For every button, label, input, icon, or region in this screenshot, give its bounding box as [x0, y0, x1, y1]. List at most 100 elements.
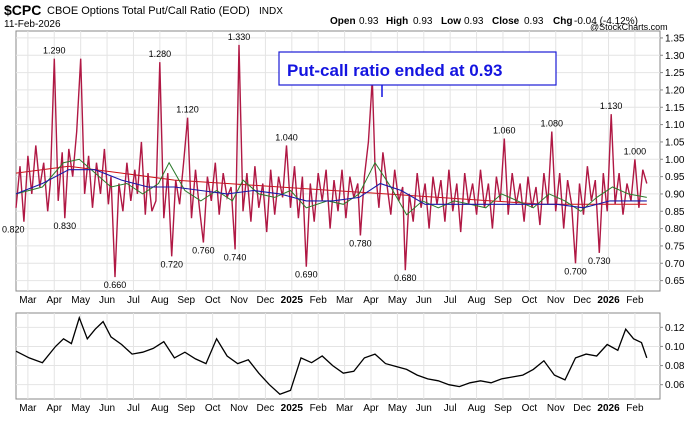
point-label: 0.660 [104, 280, 127, 290]
lower-panel-frame [15, 312, 661, 400]
lower-xtick-label: Apr [363, 403, 379, 414]
lower-xtick-label: Feb [626, 403, 644, 414]
lower-ytick-label: 0.12 [665, 323, 685, 334]
point-label: 0.820 [2, 225, 25, 235]
lower-ytick-label: 0.10 [665, 342, 685, 353]
lower-xtick-label: Oct [205, 403, 221, 414]
upper-ytick-label: 0.80 [665, 224, 685, 235]
upper-xtick-label: Jul [444, 295, 457, 306]
symbol: $CPC [4, 2, 41, 18]
lower-xtick-label: Aug [151, 403, 169, 414]
upper-xtick-label: Nov [230, 295, 248, 306]
upper-xtick-label: Sep [177, 295, 195, 306]
point-label: 1.080 [541, 119, 564, 129]
upper-xtick-label: May [388, 295, 407, 306]
upper-ytick-label: 0.70 [665, 259, 685, 270]
lower-xtick-label: Nov [547, 403, 565, 414]
high-value: 0.93 [413, 16, 433, 27]
lower-xtick-label: Mar [19, 403, 37, 414]
lower-indicator-line [15, 315, 648, 395]
high-label: High [386, 16, 408, 27]
chg-label: Chg [553, 16, 572, 27]
lower-ytick-label: 0.06 [665, 380, 685, 391]
upper-ytick-label: 1.00 [665, 155, 685, 166]
lower-xtick-label: Aug [468, 403, 486, 414]
exchange: INDX [259, 6, 283, 17]
lower-x-axis: Mar Apr May Jun Jul Aug Sep Oct Nov Dec 2025 Feb Mar… [19, 403, 644, 414]
lower-xtick-label: May [388, 403, 407, 414]
lower-xtick-label: Jul [127, 403, 140, 414]
upper-ytick-label: 0.75 [665, 241, 685, 252]
point-label: 0.830 [54, 221, 77, 231]
annotation-text: Put-call ratio ended at 0.93 [287, 61, 502, 80]
lower-xtick-label: May [71, 403, 90, 414]
point-label: 0.680 [394, 273, 417, 283]
lower-xtick-label: Sep [177, 403, 195, 414]
upper-xtick-label: Dec [573, 295, 591, 306]
lower-xtick-label: Oct [522, 403, 538, 414]
upper-xtick-label: Aug [151, 295, 169, 306]
open-value: 0.93 [359, 16, 379, 27]
watermark: @StockCharts.com [590, 22, 668, 32]
upper-ytick-label: 1.05 [665, 137, 685, 148]
put-call-ratio-line [15, 44, 648, 278]
upper-ytick-label: 0.85 [665, 207, 685, 218]
point-label: 1.290 [43, 46, 66, 56]
upper-xtick-label: Mar [19, 295, 37, 306]
upper-x-axis: Mar Apr May Jun Jul Aug Sep Oct Nov Dec 2025 Feb Mar… [19, 295, 644, 306]
close-label: Close [492, 16, 520, 27]
date: 11-Feb-2026 [4, 19, 61, 30]
lower-xtick-label: Dec [257, 403, 275, 414]
upper-xtick-label: Jun [99, 295, 115, 306]
lower-grid [16, 313, 660, 399]
point-label: 1.280 [149, 49, 172, 59]
lower-xtick-label: Sep [494, 403, 512, 414]
upper-ytick-label: 1.20 [665, 85, 685, 96]
point-label: 0.720 [160, 259, 183, 269]
low-value: 0.93 [464, 16, 484, 27]
ma-short-line [15, 158, 647, 216]
point-label: 1.330 [228, 32, 251, 42]
upper-xtick-label: 2026 [597, 295, 620, 306]
upper-xtick-label: Jul [127, 295, 140, 306]
upper-xtick-label: Oct [522, 295, 538, 306]
point-label: 1.040 [275, 132, 298, 142]
upper-ytick-label: 0.90 [665, 189, 685, 200]
point-label: 0.780 [349, 239, 372, 249]
point-label: 0.760 [192, 245, 215, 255]
point-label: 1.120 [176, 105, 199, 115]
point-label: 1.060 [493, 125, 516, 135]
annotation-box [278, 51, 557, 86]
point-label: 1.130 [600, 101, 623, 111]
point-label: 0.730 [588, 256, 611, 266]
upper-ytick-label: 1.10 [665, 120, 685, 131]
upper-xtick-label: Apr [363, 295, 379, 306]
lower-xtick-label: 2026 [597, 403, 620, 414]
upper-xtick-label: Feb [626, 295, 644, 306]
upper-xtick-label: Dec [257, 295, 275, 306]
annotation: Put-call ratio ended at 0.93 [278, 51, 557, 97]
lower-xtick-label: Nov [230, 403, 248, 414]
upper-series [15, 44, 648, 278]
point-label: 1.000 [624, 146, 647, 156]
upper-ytick-label: 1.25 [665, 68, 685, 79]
upper-xtick-label: Sep [494, 295, 512, 306]
upper-xtick-label: Jun [416, 295, 432, 306]
lower-series [15, 315, 648, 395]
open-label: Open [330, 16, 356, 27]
upper-point-labels: 1.290 1.280 1.120 1.330 1.040 1.060 1.080 1.130… [2, 32, 646, 290]
low-label: Low [441, 16, 461, 27]
lower-y-axis: 0.06 0.08 0.10 0.12 [660, 323, 685, 391]
description: CBOE Options Total Put/Call Ratio (EOD) [47, 5, 250, 17]
chg-value: -0.04 (-4.12%) [574, 16, 638, 27]
upper-xtick-label: Nov [547, 295, 565, 306]
point-label: 0.690 [295, 270, 318, 280]
lower-ytick-label: 0.08 [665, 361, 685, 372]
upper-xtick-label: Feb [310, 295, 328, 306]
upper-ytick-label: 0.65 [665, 276, 685, 287]
lower-xtick-label: 2025 [281, 403, 304, 414]
upper-y-axis: 0.65 0.70 0.75 0.80 0.85 0.90 0.95 1.00 1.05 1.10… [660, 33, 685, 287]
upper-ytick-label: 1.15 [665, 103, 685, 114]
upper-xtick-label: 2025 [281, 295, 304, 306]
